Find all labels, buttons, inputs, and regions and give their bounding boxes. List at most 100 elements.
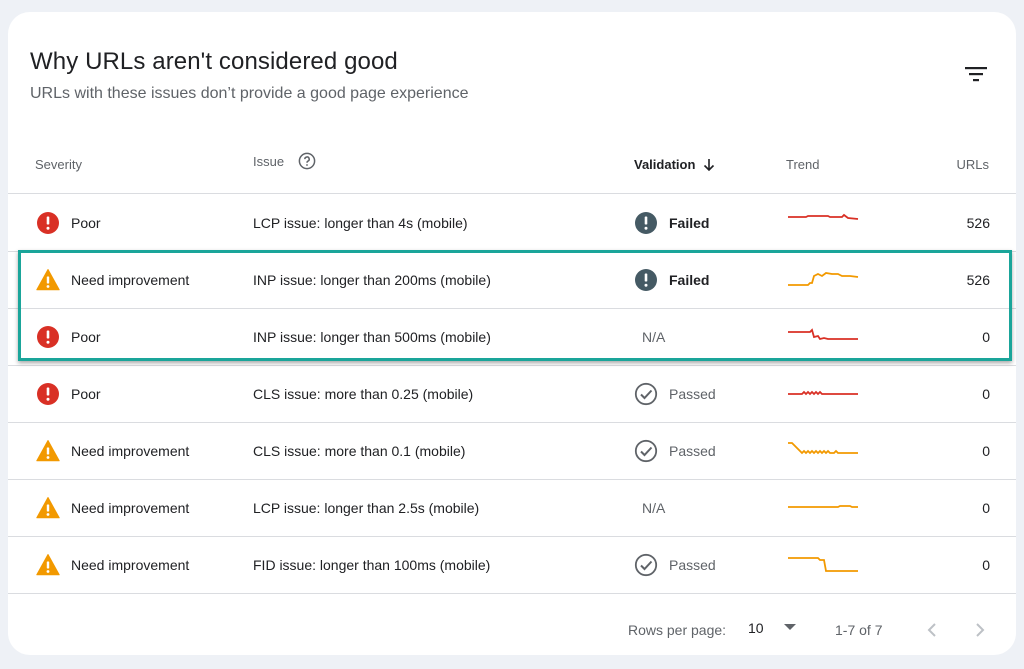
issue-label: LCP issue: longer than 2.5s (mobile) bbox=[253, 500, 480, 516]
severity-cell: Poor bbox=[36, 195, 101, 251]
validation-status: Failed bbox=[669, 215, 710, 231]
urls-count: 0 bbox=[982, 500, 990, 516]
issue-label: INP issue: longer than 500ms (mobile) bbox=[253, 329, 491, 345]
table-row[interactable]: Need improvement INP issue: longer than 2… bbox=[8, 252, 1016, 309]
column-header-urls[interactable]: URLs bbox=[956, 157, 989, 172]
validation-status: Passed bbox=[669, 386, 716, 402]
validation-status: N/A bbox=[642, 500, 666, 516]
trend-sparkline bbox=[788, 195, 864, 251]
validation-status: N/A bbox=[642, 329, 666, 345]
chevron-right-icon bbox=[976, 623, 985, 637]
issue-label: CLS issue: more than 0.25 (mobile) bbox=[253, 386, 474, 402]
previous-page-button[interactable] bbox=[919, 617, 945, 643]
trend-line bbox=[788, 442, 858, 455]
passed-icon bbox=[634, 382, 658, 406]
page-subtitle: URLs with these issues don’t provide a g… bbox=[30, 85, 469, 102]
validation-cell: Passed bbox=[634, 423, 716, 479]
table-row[interactable]: Poor INP issue: longer than 500ms (mobile… bbox=[8, 309, 1016, 366]
failed-icon bbox=[634, 211, 658, 235]
table-row[interactable]: Need improvement LCP issue: longer than 2… bbox=[8, 480, 1016, 537]
page-title: Why URLs aren't considered good bbox=[30, 48, 398, 75]
validation-status: Passed bbox=[669, 443, 716, 459]
severity-cell: Need improvement bbox=[36, 252, 189, 308]
severity-label: Poor bbox=[71, 386, 101, 402]
warning-icon bbox=[36, 268, 60, 292]
severity-cell: Need improvement bbox=[36, 537, 189, 593]
column-header-validation[interactable]: Validation bbox=[634, 157, 715, 172]
urls-count: 526 bbox=[966, 272, 990, 288]
trend-line bbox=[788, 328, 858, 341]
urls-count: 0 bbox=[982, 443, 990, 459]
severity-label: Need improvement bbox=[71, 500, 190, 516]
issue-label: LCP issue: longer than 4s (mobile) bbox=[253, 215, 468, 231]
validation-cell: N/A bbox=[634, 480, 665, 536]
urls-count: 0 bbox=[982, 329, 990, 345]
column-header-validation-label: Validation bbox=[634, 157, 696, 172]
column-header-severity[interactable]: Severity bbox=[35, 157, 82, 172]
trend-line bbox=[788, 557, 858, 572]
trend-sparkline bbox=[788, 309, 864, 365]
validation-cell: N/A bbox=[634, 309, 665, 365]
rows-per-page-label: Rows per page: bbox=[628, 622, 727, 638]
trend-sparkline bbox=[788, 537, 864, 593]
severity-cell: Need improvement bbox=[36, 423, 189, 479]
failed-icon bbox=[634, 268, 658, 292]
pagination-range: 1-7 of 7 bbox=[835, 622, 883, 638]
trend-sparkline bbox=[788, 252, 864, 308]
warning-icon bbox=[36, 439, 60, 463]
severity-cell: Need improvement bbox=[36, 480, 189, 536]
filter-list-icon[interactable] bbox=[965, 66, 987, 82]
urls-count: 0 bbox=[982, 386, 990, 402]
trend-line bbox=[788, 505, 858, 508]
error-icon bbox=[36, 211, 60, 235]
column-header-issue[interactable]: Issue bbox=[253, 152, 316, 170]
validation-cell: Passed bbox=[634, 366, 716, 422]
validation-cell: Failed bbox=[634, 252, 709, 308]
error-icon bbox=[36, 382, 60, 406]
trend-line bbox=[788, 390, 858, 396]
severity-cell: Poor bbox=[36, 309, 101, 365]
table-row[interactable]: Poor CLS issue: more than 0.25 (mobile) Pa… bbox=[8, 366, 1016, 423]
trend-line bbox=[788, 213, 859, 220]
issue-label: FID issue: longer than 100ms (mobile) bbox=[253, 557, 491, 573]
warning-icon bbox=[36, 496, 60, 520]
trend-sparkline bbox=[788, 480, 864, 536]
column-header-trend: Trend bbox=[786, 157, 820, 172]
table-row[interactable]: Need improvement CLS issue: more than 0.1… bbox=[8, 423, 1016, 480]
rows-per-page-select[interactable]: 10 bbox=[748, 620, 796, 636]
help-icon[interactable] bbox=[298, 152, 316, 170]
table-row[interactable]: Need improvement FID issue: longer than 1… bbox=[8, 537, 1016, 594]
urls-count: 0 bbox=[982, 557, 990, 573]
chevron-left-icon bbox=[927, 623, 936, 637]
validation-cell: Failed bbox=[634, 195, 709, 251]
trend-sparkline bbox=[788, 366, 864, 422]
rows-per-page-value: 10 bbox=[748, 620, 764, 636]
passed-icon bbox=[634, 439, 658, 463]
severity-label: Need improvement bbox=[71, 443, 190, 459]
issue-label: CLS issue: more than 0.1 (mobile) bbox=[253, 443, 466, 459]
error-icon bbox=[36, 325, 60, 349]
table-row[interactable]: Poor LCP issue: longer than 4s (mobile) Fa… bbox=[8, 195, 1016, 252]
warning-icon bbox=[36, 553, 60, 577]
table-header: Severity Issue Validation Trend URLs bbox=[8, 142, 1016, 194]
table-footer: Rows per page: 10 1-7 of 7 bbox=[8, 607, 1016, 655]
severity-label: Need improvement bbox=[71, 557, 190, 573]
passed-icon bbox=[634, 553, 658, 577]
filter-button[interactable] bbox=[958, 56, 994, 92]
next-page-button[interactable] bbox=[967, 617, 993, 643]
issues-card: Why URLs aren't considered good URLs wit… bbox=[8, 12, 1016, 655]
validation-cell: Passed bbox=[634, 537, 716, 593]
trend-line bbox=[788, 272, 859, 286]
urls-count: 526 bbox=[966, 215, 990, 231]
severity-cell: Poor bbox=[36, 366, 101, 422]
severity-label: Poor bbox=[71, 329, 101, 345]
column-header-issue-label: Issue bbox=[253, 153, 285, 169]
trend-sparkline bbox=[788, 423, 864, 479]
issue-label: INP issue: longer than 200ms (mobile) bbox=[253, 272, 491, 288]
dropdown-arrow-icon bbox=[783, 624, 796, 630]
severity-label: Poor bbox=[71, 215, 101, 231]
validation-status: Failed bbox=[669, 272, 710, 288]
validation-status: Passed bbox=[669, 557, 716, 573]
severity-label: Need improvement bbox=[71, 272, 190, 288]
arrow-down-icon bbox=[704, 158, 715, 171]
